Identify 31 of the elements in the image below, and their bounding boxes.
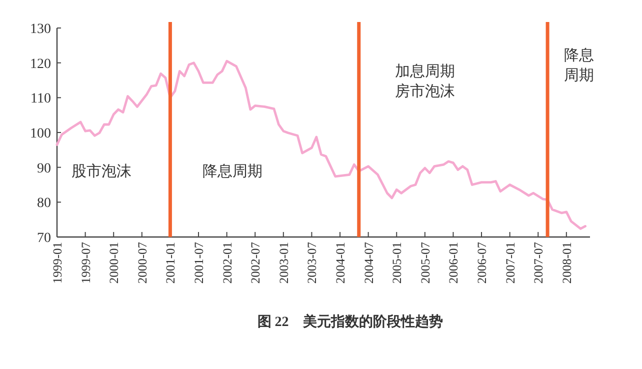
y-tick-label: 90 bbox=[37, 161, 51, 176]
y-tick-label: 100 bbox=[30, 126, 51, 142]
y-tick-label: 70 bbox=[37, 231, 51, 246]
x-tick-label: 2002-07 bbox=[248, 242, 263, 284]
x-tick-label: 2001-07 bbox=[192, 242, 206, 284]
x-tick-label: 2000-01 bbox=[107, 242, 122, 284]
annotation: 股市泡沫 bbox=[72, 163, 132, 180]
x-tick-label: 2003-07 bbox=[305, 242, 320, 284]
x-tick-label: 2002-01 bbox=[220, 242, 234, 284]
text: 图 22 美元指数的阶段性趋势 bbox=[257, 313, 443, 330]
y-tick-label: 130 bbox=[30, 22, 51, 37]
x-tick-label: 2000-07 bbox=[135, 242, 150, 284]
annotation: 降息周期 bbox=[564, 47, 594, 84]
annotation: 降息周期 bbox=[202, 163, 263, 180]
x-tick-label: 1999-07 bbox=[78, 242, 93, 284]
x-tick-label: 2001-01 bbox=[164, 242, 178, 284]
x-tick-label: 2008-01 bbox=[560, 242, 574, 284]
x-tick-label: 2005-07 bbox=[418, 242, 432, 284]
x-tick-label: 1999-01 bbox=[50, 242, 64, 284]
x-tick-label: 2006-07 bbox=[475, 242, 490, 284]
x-tick-label: 2005-01 bbox=[390, 242, 404, 284]
y-tick-label: 80 bbox=[37, 196, 51, 212]
x-tick-label: 2007-07 bbox=[532, 242, 546, 284]
annotation: 加息周期房市泡沫 bbox=[395, 63, 456, 100]
y-tick-label: 110 bbox=[30, 92, 51, 107]
x-tick-label: 2004-07 bbox=[362, 242, 376, 284]
x-tick-label: 2006-01 bbox=[446, 242, 461, 284]
x-tick-label: 2004-01 bbox=[334, 242, 348, 284]
x-tick-label: 2003-01 bbox=[276, 242, 291, 284]
x-tick-label: 2007-01 bbox=[503, 242, 518, 284]
y-tick-label: 120 bbox=[30, 56, 51, 72]
